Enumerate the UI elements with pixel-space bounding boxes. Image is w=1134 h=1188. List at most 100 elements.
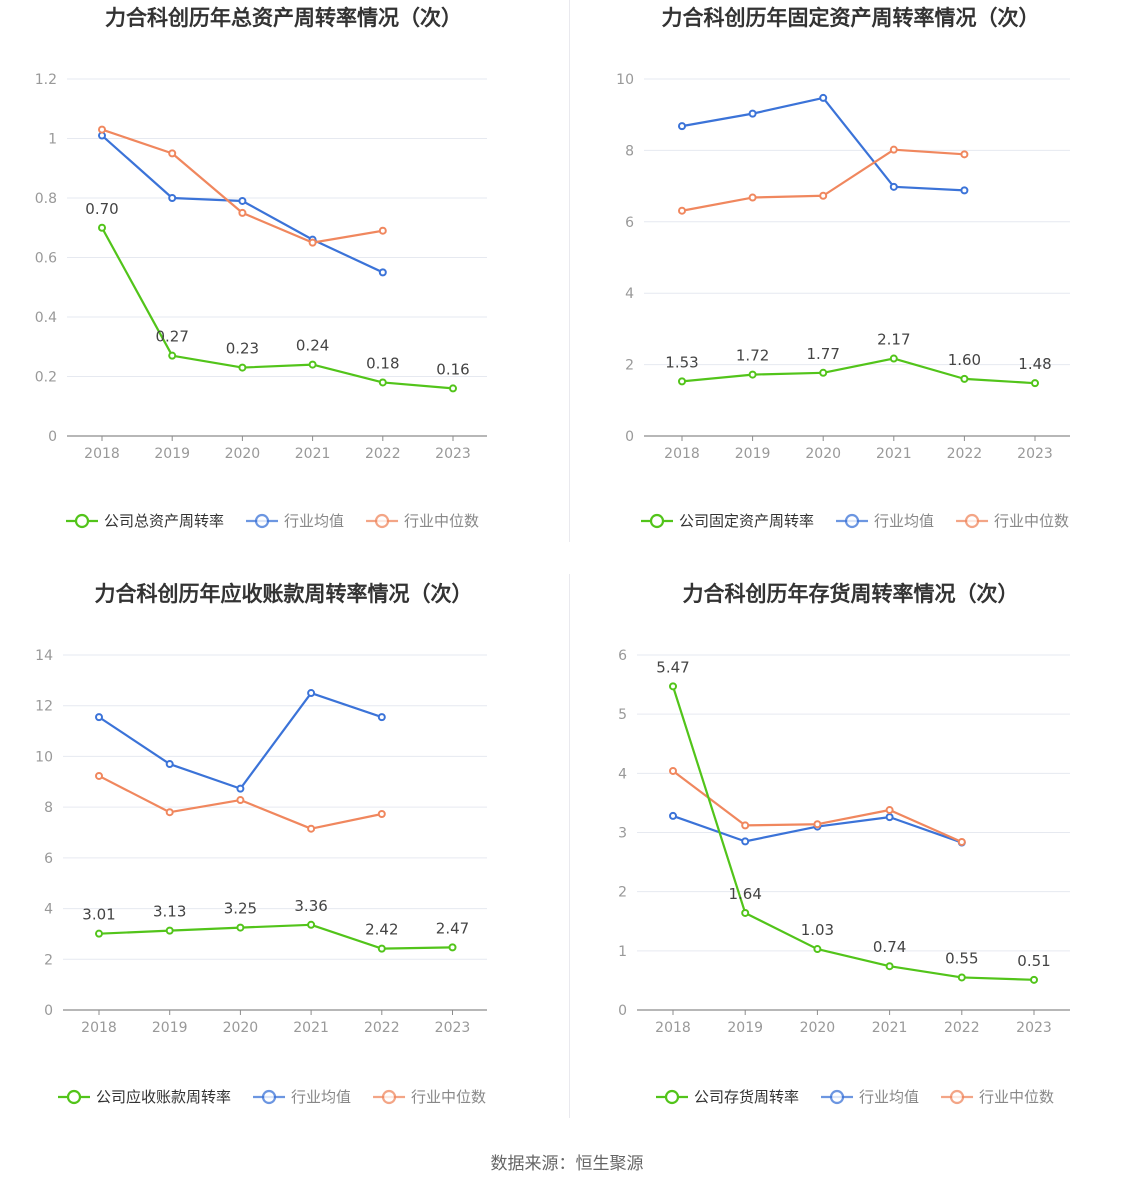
data-label: 3.01 (82, 906, 115, 924)
series-line-industry-avg (681, 96, 965, 192)
x-tick-label: 2020 (800, 1020, 836, 1036)
legend-item-industry-avg: 行业均值 (821, 1088, 919, 1106)
data-point-industry-median (378, 226, 387, 235)
y-tick-label: 1 (618, 944, 627, 960)
legend-item-company: 公司固定资产周转率 (641, 512, 814, 530)
y-tick-label: 4 (625, 286, 634, 302)
y-tick-label: 6 (618, 648, 627, 664)
data-label: 0.55 (945, 949, 978, 967)
data-label: 0.23 (226, 340, 259, 358)
data-point-company (1031, 379, 1039, 388)
legend-marker (374, 513, 390, 529)
data-label: 0.24 (296, 337, 329, 355)
legend-label: 行业均值 (874, 512, 934, 530)
legend-item-industry-median: 行业中位数 (366, 512, 479, 530)
legend-item-industry-avg: 行业均值 (253, 1088, 351, 1106)
data-label: 1.64 (728, 885, 761, 903)
data-point-industry-avg (236, 784, 245, 793)
data-point-company (957, 973, 966, 982)
data-point-industry-median (819, 191, 828, 200)
legend-item-industry-median: 行业中位数 (941, 1088, 1054, 1106)
data-point-industry-median (95, 771, 103, 780)
y-tick-label: 12 (35, 699, 53, 715)
data-point-company (819, 368, 828, 377)
data-point-company (889, 354, 898, 363)
x-tick-label: 2021 (876, 446, 912, 462)
data-point-industry-median (813, 820, 822, 829)
data-label: 5.47 (656, 658, 689, 676)
data-point-industry-avg (165, 760, 174, 769)
data-label: 0.70 (85, 200, 118, 218)
data-point-industry-median (307, 824, 316, 833)
x-tick-label: 2021 (293, 1020, 329, 1036)
data-point-industry-median (678, 206, 686, 215)
data-point-industry-avg (168, 194, 177, 202)
chart-panel-inventory-turnover: 力合科创历年存货周转率情况（次） 0 1 2 3 4 5 6 2018 2019 2020 2021 2… (567, 576, 1134, 1152)
legend-label: 公司固定资产周转率 (679, 512, 814, 530)
data-point-industry-avg (748, 109, 757, 118)
y-tick-label: 1 (48, 132, 57, 148)
y-tick-label: 2 (618, 885, 627, 901)
x-tick-label: 2020 (225, 446, 261, 462)
vertical-divider-top (569, 0, 570, 542)
legend-item-industry-avg: 行业均值 (246, 512, 344, 530)
y-tick-label: 0.6 (35, 251, 57, 267)
data-point-industry-median (236, 796, 245, 805)
chart-title: 力合科创历年固定资产周转率情况（次） (662, 6, 1040, 30)
y-tick-label: 2 (625, 358, 634, 374)
data-point-industry-median (308, 238, 317, 247)
y-tick-label: 4 (618, 766, 627, 782)
legend-label: 行业中位数 (411, 1088, 486, 1106)
y-tick-label: 1.2 (35, 72, 57, 88)
data-point-company (308, 360, 317, 369)
chart-svg: 力合科创历年总资产周转率情况（次） 0 0.2 0.4 0.6 0.8 1 1.2 2018 20… (35, 6, 487, 530)
y-tick-label: 4 (44, 902, 53, 918)
data-point-industry-median (238, 208, 247, 217)
legend-marker (829, 1089, 845, 1105)
data-point-industry-avg (669, 811, 677, 820)
data-point-industry-median (741, 821, 750, 830)
vertical-divider-bottom (569, 574, 570, 1118)
data-point-industry-median (957, 837, 966, 846)
data-point-company (678, 377, 686, 386)
series-line-industry-avg (98, 691, 383, 790)
legend-label: 行业均值 (284, 512, 344, 530)
data-label: 1.53 (665, 353, 698, 371)
legend-marker (949, 1089, 965, 1105)
data-point-company (748, 370, 757, 379)
y-tick-label: 0 (625, 429, 634, 445)
data-point-industry-median (168, 149, 177, 158)
chart-title: 力合科创历年存货周转率情况（次） (683, 582, 1019, 606)
legend-label: 行业均值 (859, 1088, 919, 1106)
legend-marker (381, 1089, 397, 1105)
y-tick-label: 8 (625, 143, 634, 159)
legend-label: 行业均值 (291, 1088, 351, 1106)
x-tick-label: 2019 (152, 1020, 188, 1036)
data-point-company (449, 384, 457, 393)
y-tick-label: 10 (616, 72, 634, 88)
chart-panel-total-asset-turnover: 力合科创历年总资产周转率情况（次） 0 0.2 0.4 0.6 0.8 1 1.2 2018 20… (0, 0, 567, 576)
data-point-company (377, 944, 386, 953)
data-point-industry-median (748, 193, 757, 202)
legend-item-company: 公司总资产周转率 (66, 512, 224, 530)
series-line-company (101, 227, 454, 390)
data-point-industry-avg (378, 268, 387, 277)
chart-svg: 力合科创历年存货周转率情况（次） 0 1 2 3 4 5 6 2018 2019 2020 2021 2… (618, 582, 1070, 1106)
data-point-industry-avg (95, 713, 103, 722)
y-tick-label: 0.2 (35, 370, 57, 386)
data-point-industry-avg (960, 186, 969, 195)
legend-label: 行业中位数 (404, 512, 479, 530)
legend-marker (664, 1089, 680, 1105)
y-tick-label: 14 (35, 648, 53, 664)
x-tick-label: 2018 (664, 446, 700, 462)
data-point-company (1030, 975, 1038, 984)
y-tick-label: 10 (35, 749, 53, 765)
data-label: 2.17 (877, 331, 910, 349)
data-point-company (236, 923, 245, 932)
legend-marker (254, 513, 270, 529)
x-tick-label: 2023 (1017, 446, 1053, 462)
data-point-company (98, 223, 106, 232)
x-tick-label: 2021 (872, 1020, 908, 1036)
data-point-company (168, 351, 177, 360)
chart-panel-receivables-turnover: 力合科创历年应收账款周转率情况（次） 0 2 4 6 8 10 12 14 2018 2019 202… (0, 576, 567, 1152)
